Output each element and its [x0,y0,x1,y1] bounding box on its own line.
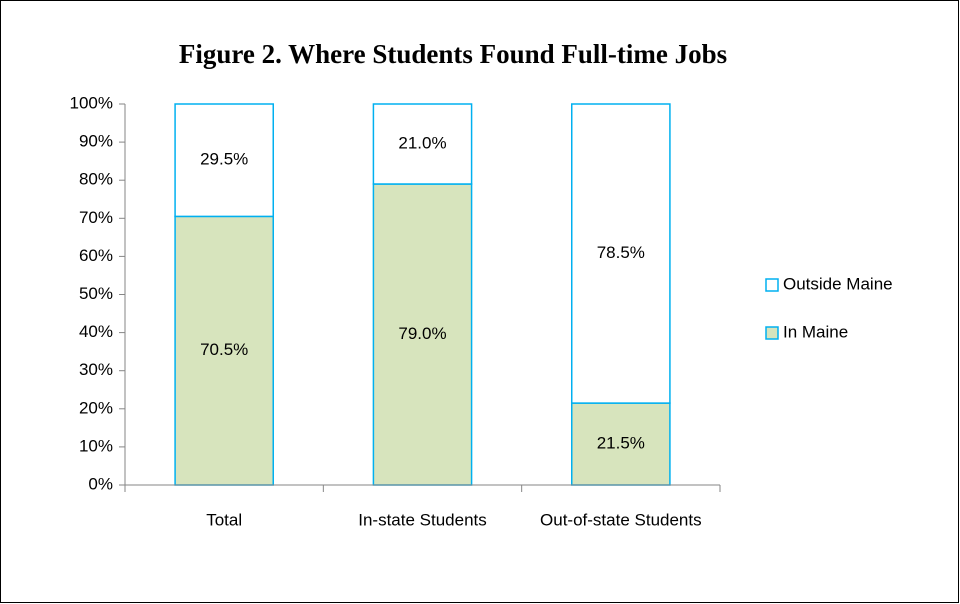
x-tick-label: Out-of-state Students [540,510,702,529]
data-label: 78.5% [597,243,645,262]
y-tick-label: 70% [79,208,113,227]
y-tick-label: 100% [70,93,113,112]
bar-segment [570,103,671,404]
y-tick-label: 30% [79,360,113,379]
y-tick-label: 80% [79,170,113,189]
bar-segment [372,103,473,185]
data-label: 29.5% [200,150,248,169]
y-tick-label: 10% [79,436,113,455]
x-tick-label: Total [206,510,242,529]
legend-swatch [765,326,779,340]
y-tick-label: 0% [88,474,113,493]
x-tick-label: In-state Students [358,510,487,529]
data-label: 21.5% [597,434,645,453]
legend-label: Outside Maine [783,274,893,293]
chart-title: Figure 2. Where Students Found Full-time… [179,39,727,69]
data-label: 70.5% [200,340,248,359]
data-label: 79.0% [398,324,446,343]
y-tick-label: 60% [79,246,113,265]
legend-item: Outside Maine [765,274,893,293]
legend-item: In Maine [765,322,848,341]
legend-label: In Maine [783,322,848,341]
bar-segment [174,103,275,218]
y-tick-label: 90% [79,132,113,151]
y-tick-label: 20% [79,398,113,417]
data-label: 21.0% [398,133,446,152]
bar-segment [174,215,275,486]
y-tick-label: 40% [79,322,113,341]
legend-swatch [765,278,779,292]
y-tick-label: 50% [79,284,113,303]
